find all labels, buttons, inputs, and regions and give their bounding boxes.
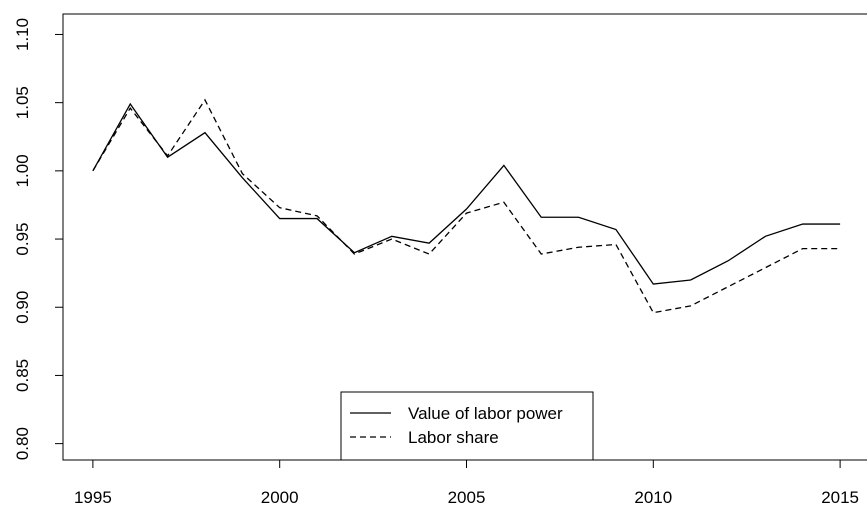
series-line bbox=[92, 102, 841, 285]
legend-label: Labor share bbox=[408, 428, 499, 447]
y-tick-label: 1.00 bbox=[13, 154, 32, 187]
y-tick-label: 0.85 bbox=[13, 359, 32, 392]
y-tick-label: 0.90 bbox=[13, 291, 32, 324]
x-tick-label: 2010 bbox=[634, 488, 672, 507]
series-line bbox=[92, 98, 841, 314]
plot-frame bbox=[62, 13, 867, 461]
y-tick-label: 1.10 bbox=[13, 18, 32, 51]
x-tick-label: 1995 bbox=[74, 488, 112, 507]
x-tick-label: 2000 bbox=[261, 488, 299, 507]
y-tick-label: 0.80 bbox=[13, 427, 32, 460]
legend-box bbox=[340, 391, 594, 461]
y-tick-label: 1.05 bbox=[13, 86, 32, 119]
x-tick-label: 2015 bbox=[821, 488, 859, 507]
legend-label: Value of labor power bbox=[408, 404, 563, 423]
x-tick-label: 2005 bbox=[448, 488, 486, 507]
y-tick-label: 0.95 bbox=[13, 222, 32, 255]
